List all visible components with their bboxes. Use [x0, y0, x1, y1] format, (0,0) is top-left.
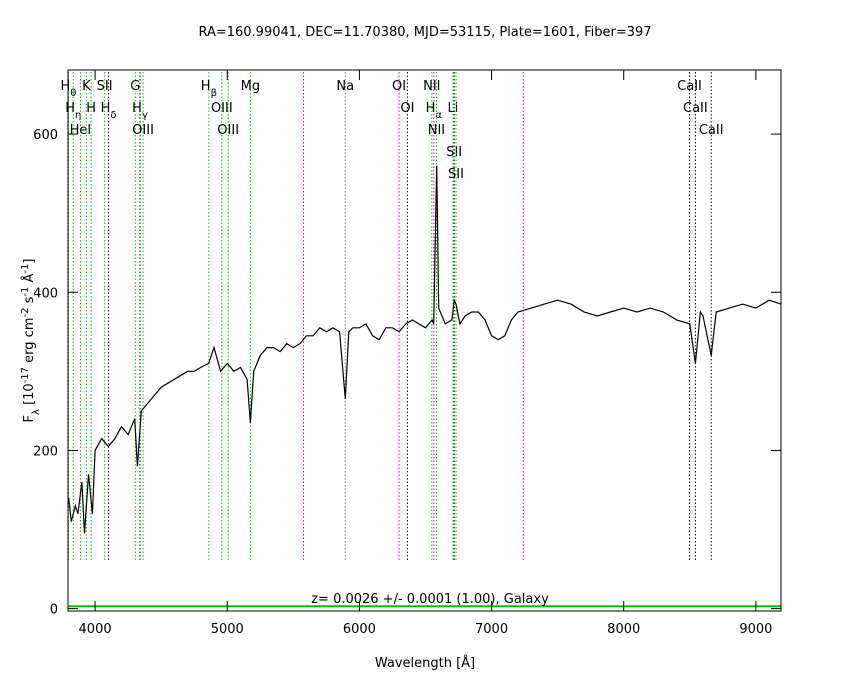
y-axis-label: Fλ [10-17 erg cm-2 s-1 Å-1]	[20, 259, 42, 423]
y-axis-label-part: s	[22, 296, 37, 307]
line-label-text: Li	[448, 101, 459, 116]
x-tick-label: 6000	[343, 622, 376, 637]
line-label: NII	[423, 79, 440, 94]
line-label-sub: δ	[110, 110, 116, 121]
x-tick-label: 5000	[211, 622, 244, 637]
line-label: OIII	[217, 123, 239, 138]
line-label-text: NII	[423, 79, 440, 94]
x-axis-label: Wavelength [Å]	[375, 655, 475, 671]
line-label-text: HeI	[70, 123, 92, 138]
y-axis-label-part: F	[22, 415, 37, 422]
line-label-sub: η	[75, 110, 81, 121]
line-label: Na	[336, 79, 354, 94]
line-label: HeI	[70, 123, 92, 138]
y-axis-label-part: -1	[20, 264, 31, 274]
line-label-text: H	[426, 101, 436, 116]
line-label-text: OIII	[211, 101, 233, 116]
y-axis-label-part: -1	[20, 287, 31, 297]
y-tick-label: 200	[33, 444, 58, 459]
line-label: SII	[446, 145, 462, 160]
annotation: z= 0.0026 +/- 0.0001 (1.00), Galaxy	[311, 592, 549, 607]
y-tick-label: 400	[33, 286, 58, 301]
spectrum-line	[68, 165, 782, 534]
y-tick-label: 0	[50, 603, 58, 618]
x-tick-label: 4000	[79, 622, 112, 637]
x-tick-label: 7000	[475, 622, 508, 637]
y-axis-label-part: Å	[21, 274, 37, 287]
line-label: Hα	[426, 101, 443, 121]
line-label: H	[86, 101, 96, 116]
line-label-text: H	[86, 101, 96, 116]
line-label-text: Na	[336, 79, 354, 94]
line-label-text: CaII	[677, 79, 702, 94]
y-axis-label-part: [10	[22, 383, 37, 409]
line-label: Hγ	[132, 101, 148, 121]
line-label-text: CaII	[683, 101, 708, 116]
line-label-text: Mg	[241, 79, 260, 94]
line-label: OI	[392, 79, 406, 94]
line-label-text: NII	[428, 123, 445, 138]
y-axis-label-part: erg cm	[22, 318, 37, 367]
line-label: SII	[448, 167, 464, 182]
line-label-text: H	[201, 79, 211, 94]
chart-title: RA=160.99041, DEC=11.70380, MJD=53115, P…	[198, 25, 651, 40]
line-label-text: OI	[400, 101, 414, 116]
line-label: Li	[448, 101, 459, 116]
line-label: NII	[428, 123, 445, 138]
line-label-text: OI	[392, 79, 406, 94]
line-label-sub: γ	[142, 110, 148, 121]
y-tick-label: 600	[33, 128, 58, 143]
y-axis-label-part: λ	[31, 409, 42, 415]
x-tick-label: 9000	[739, 622, 772, 637]
y-axis-label-part: ]	[22, 259, 37, 264]
line-label: Mg	[241, 79, 260, 94]
line-label: Hδ	[101, 101, 117, 121]
y-axis-label-part: -17	[20, 367, 31, 383]
line-label-text: OIII	[217, 123, 239, 138]
line-label-text: K	[82, 79, 91, 94]
line-label: OIII	[132, 123, 154, 138]
line-label: G	[130, 79, 140, 94]
line-label-text: SII	[97, 79, 113, 94]
line-label: CaII	[677, 79, 702, 94]
y-axis-label-part: -2	[20, 308, 31, 318]
line-label-text: CaII	[699, 123, 724, 138]
line-label-text: H	[101, 101, 111, 116]
line-label: Hη	[65, 101, 81, 121]
line-label: SII	[97, 79, 113, 94]
line-label-text: G	[130, 79, 140, 94]
line-label-sub: β	[211, 88, 217, 99]
line-label-text: OIII	[132, 123, 154, 138]
line-label-text: H	[60, 79, 70, 94]
line-label-text: SII	[446, 145, 462, 160]
line-label: Hβ	[201, 79, 217, 99]
plot-frame	[67, 69, 782, 612]
line-label: OIII	[211, 101, 233, 116]
line-label-text: H	[65, 101, 75, 116]
line-label: CaII	[699, 123, 724, 138]
line-label-sub: α	[435, 110, 442, 121]
line-label-text: SII	[448, 167, 464, 182]
line-label: K	[82, 79, 91, 94]
x-tick-label: 8000	[607, 622, 640, 637]
line-label-text: H	[132, 101, 142, 116]
line-label: OI	[400, 101, 414, 116]
line-label: CaII	[683, 101, 708, 116]
